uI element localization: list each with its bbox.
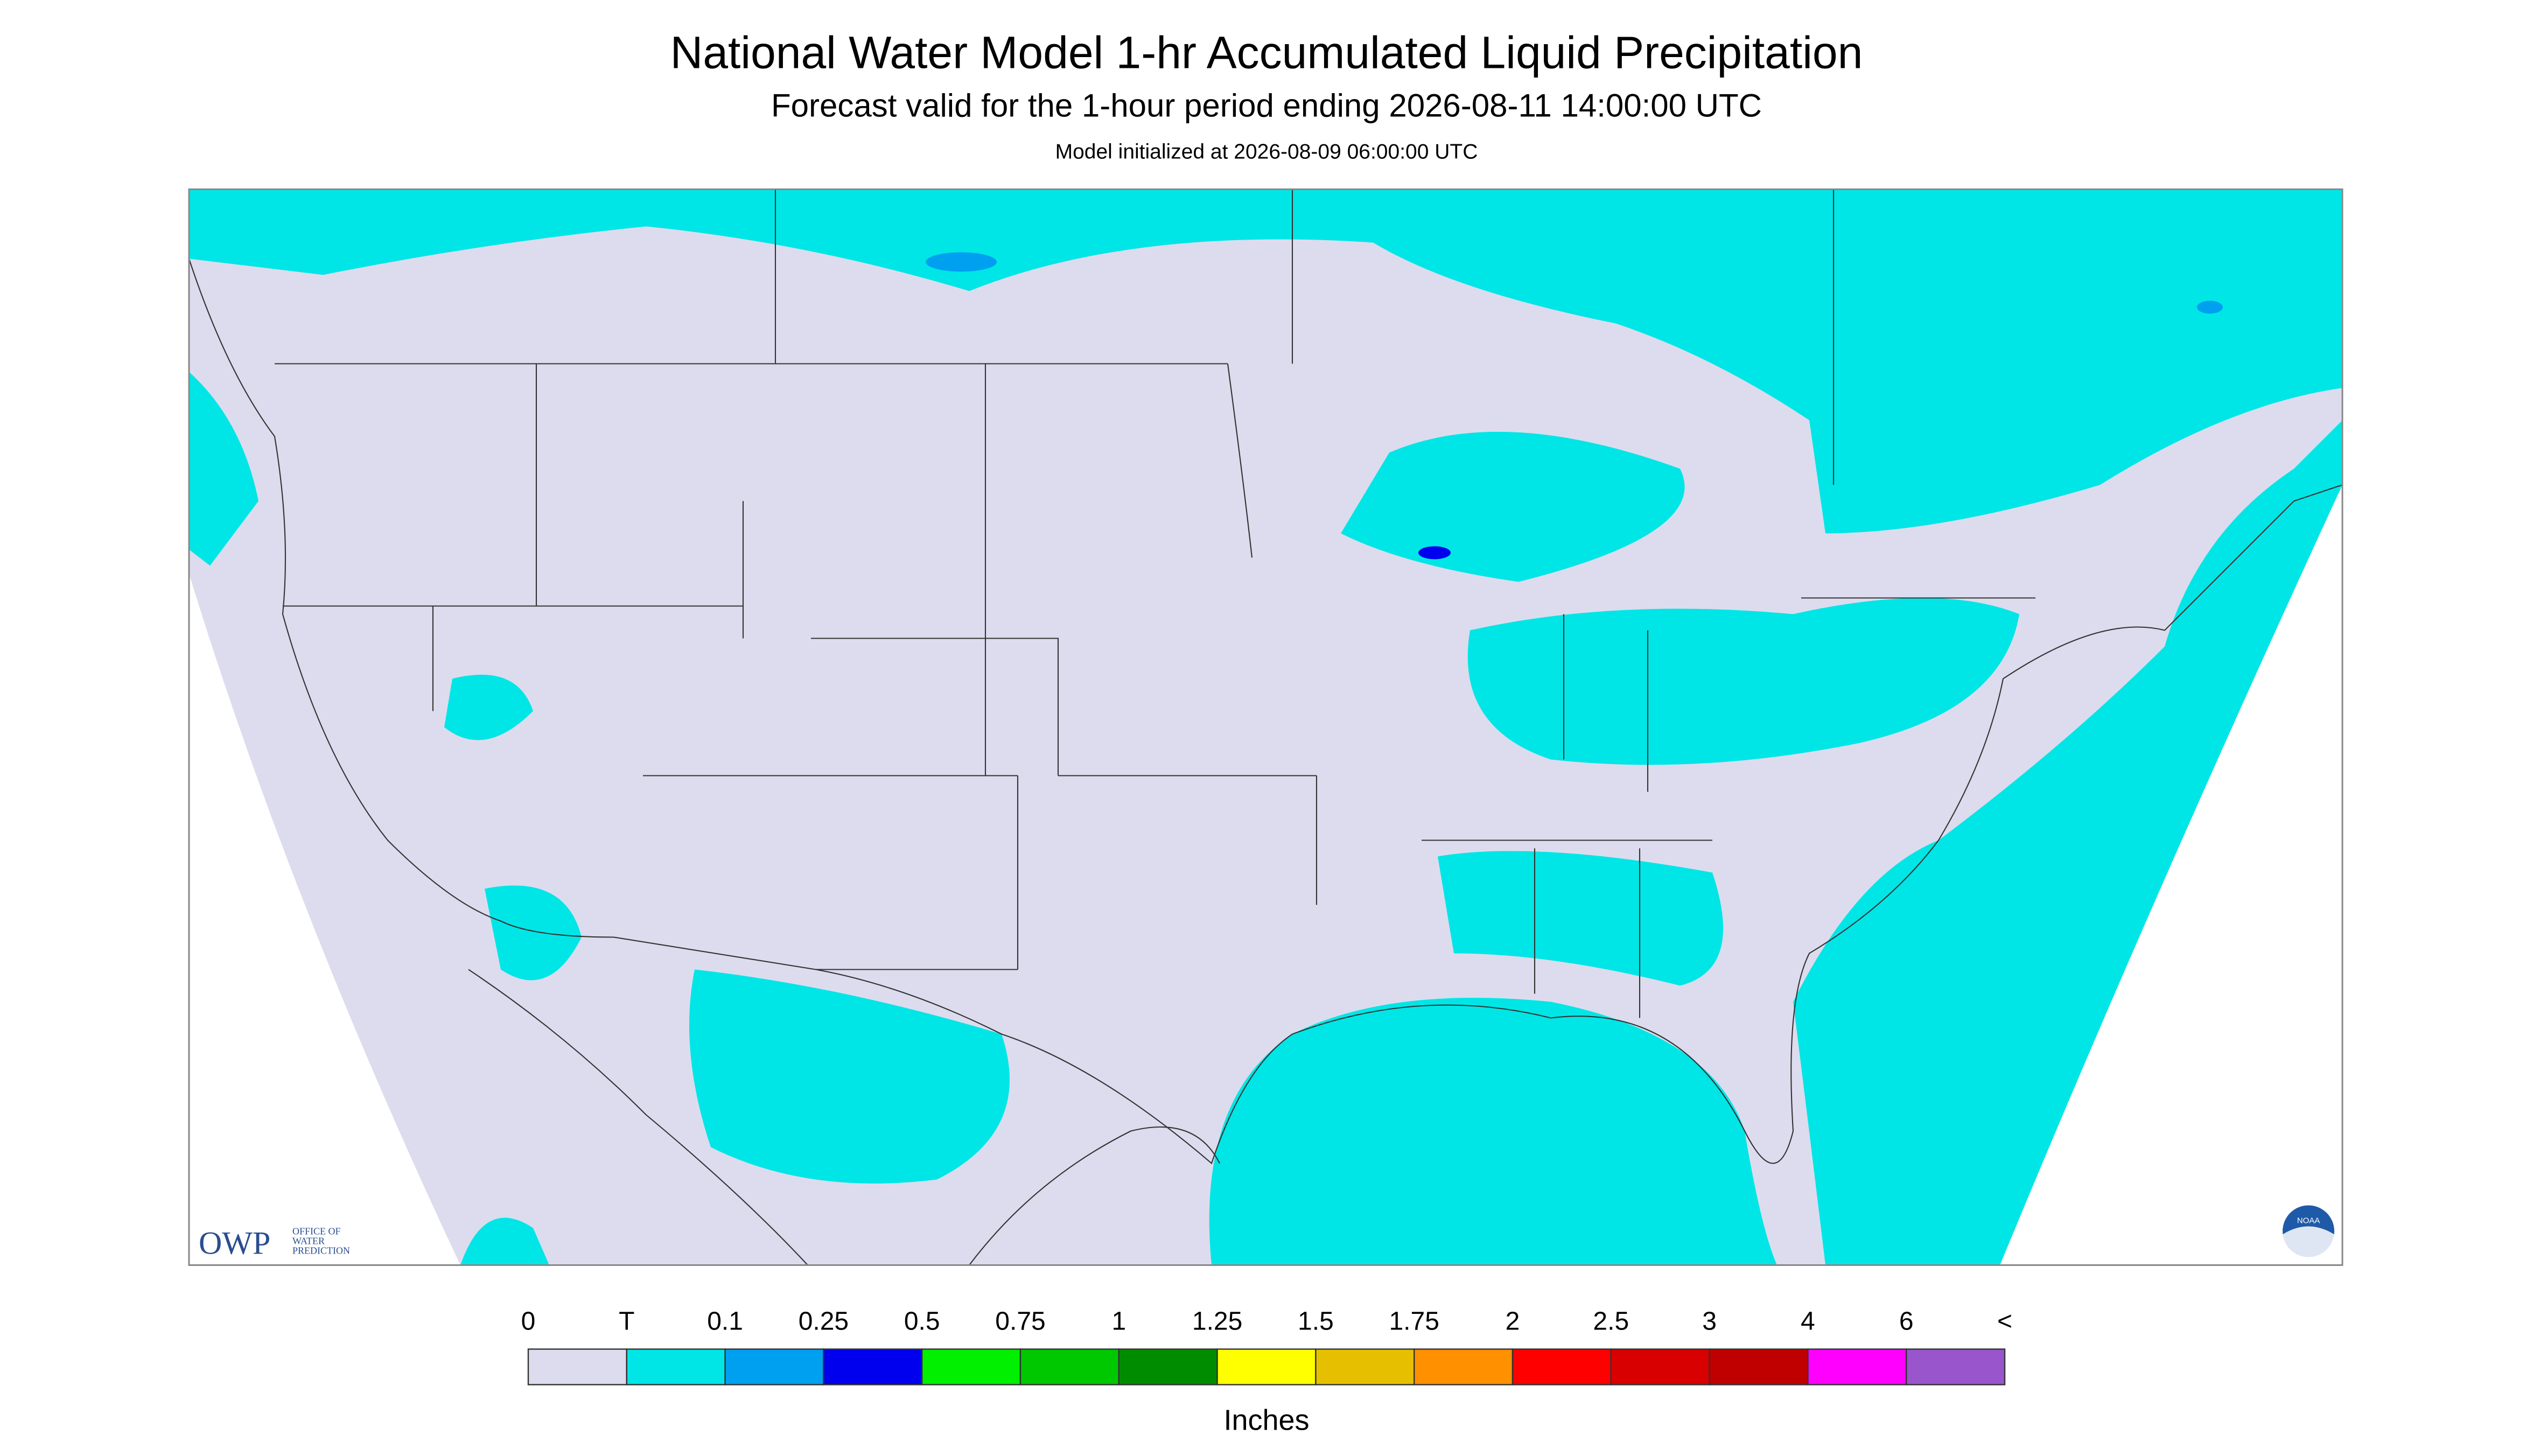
legend-swatch [1905, 1348, 2006, 1385]
precip-southeast [1438, 851, 1723, 986]
legend-label: 2.5 [1593, 1307, 1629, 1336]
map-area: OWP OFFICE OF WATER PREDICTION NOAA [188, 188, 2343, 1266]
legend-label: 3 [1702, 1307, 1717, 1336]
precip-north [189, 189, 2342, 534]
legend-swatch [527, 1348, 628, 1385]
owp-logo-text: PREDICTION [292, 1245, 350, 1256]
legend-swatch [1315, 1348, 1415, 1385]
precip-nevada [444, 675, 533, 740]
legend-label: 0.25 [799, 1307, 849, 1336]
borders [188, 189, 2343, 1266]
legend-swatch [1512, 1348, 1612, 1385]
precip-mexico [689, 969, 1010, 1184]
legend: 0 T 0.1 0.25 0.5 0.75 1 1.25 1.5 1.75 2 2.5 3 4 6 < [521, 1307, 2012, 1385]
legend-label: 0.5 [904, 1307, 940, 1336]
legend-swatch [1807, 1348, 1907, 1385]
precip-great-lakes [1341, 431, 1685, 582]
legend-label: 2 [1506, 1307, 1520, 1336]
precip-spot [2197, 300, 2223, 314]
precip-spot [926, 252, 997, 272]
precip-gulf [1209, 998, 1777, 1265]
noaa-logo-text: NOAA [2297, 1216, 2320, 1226]
legend-label: T [619, 1307, 634, 1336]
legend-label: 0.75 [995, 1307, 1045, 1336]
legend-swatch [724, 1348, 824, 1385]
precip-pacific [460, 1217, 549, 1265]
legend-label: 6 [1899, 1307, 1914, 1336]
legend-swatch [921, 1348, 1021, 1385]
legend-swatch [1118, 1348, 1218, 1385]
legend-label: 1.75 [1389, 1307, 1439, 1336]
init-note: Model initialized at 2026-08-09 06:00:00… [1055, 141, 1478, 164]
title: National Water Model 1-hr Accumulated Li… [670, 27, 1863, 78]
precip-areas [189, 189, 2342, 1265]
legend-swatch [1216, 1348, 1317, 1385]
legend-swatch [823, 1348, 923, 1385]
legend-label: 1.5 [1298, 1307, 1334, 1336]
precip-baja [485, 885, 582, 981]
map-frame [188, 188, 2343, 1266]
owp-logo-text: OFFICE OF [292, 1226, 341, 1237]
legend-swatch [626, 1348, 726, 1385]
legend-swatch [1019, 1348, 1120, 1385]
legend-unit: Inches [1223, 1404, 1309, 1437]
legend-label: < [1997, 1307, 2012, 1336]
legend-swatch [1414, 1348, 1514, 1385]
noaa-logo-wave [2283, 1226, 2334, 1261]
subtitle: Forecast valid for the 1-hour period end… [771, 88, 1762, 124]
legend-label: 1.25 [1192, 1307, 1242, 1336]
legend-swatch [1709, 1348, 1809, 1385]
precip-northwest [189, 372, 258, 566]
precip-ohio-valley [1467, 598, 2019, 765]
legend-label: 0.1 [707, 1307, 743, 1336]
precip-spot [1418, 546, 1451, 559]
legend-label: 4 [1801, 1307, 1815, 1336]
precip-atlantic [1793, 420, 2342, 1265]
legend-swatch [1610, 1348, 1710, 1385]
legend-label: 0 [521, 1307, 536, 1336]
owp-logo: OWP [199, 1226, 270, 1261]
legend-label: 1 [1111, 1307, 1126, 1336]
owp-logo-text: WATER [292, 1236, 325, 1247]
